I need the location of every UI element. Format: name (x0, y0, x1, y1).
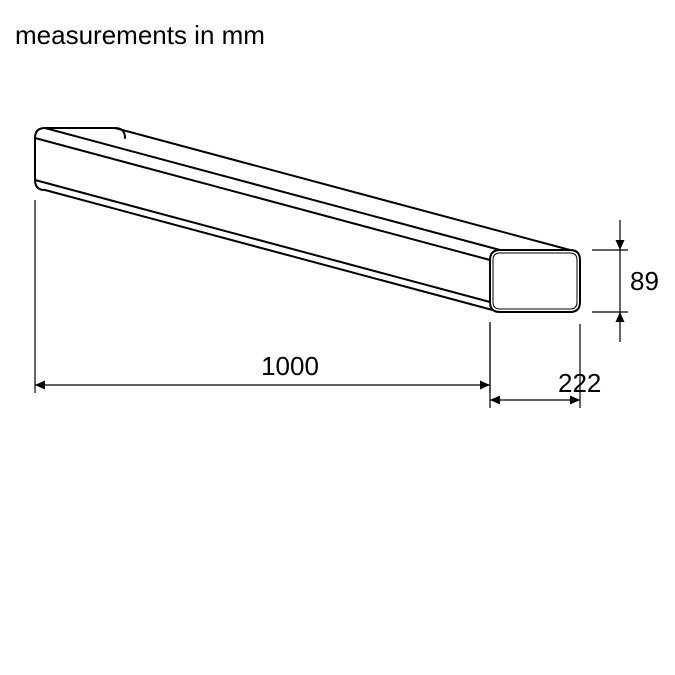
dim-arrow (616, 240, 625, 250)
dim-arrow (35, 381, 45, 390)
title-label: measurements in mm (15, 20, 265, 51)
dimension-drawing: 1000 222 89 (0, 0, 675, 675)
dim-label-length: 1000 (261, 351, 319, 381)
dim-arrow (480, 381, 490, 390)
dim-arrow (490, 396, 500, 405)
dim-label-width: 222 (558, 368, 601, 398)
dim-arrow (616, 312, 625, 322)
dim-label-height: 89 (630, 266, 659, 296)
duct-front-face-outer (490, 250, 580, 312)
